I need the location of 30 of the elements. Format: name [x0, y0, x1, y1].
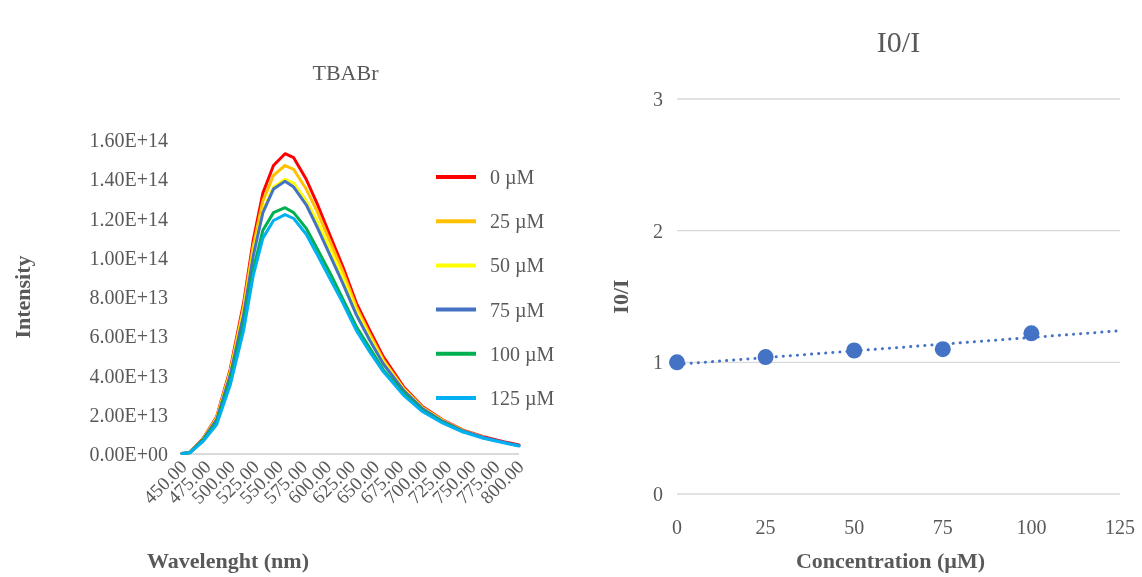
y-axis-title: Intensity — [10, 255, 35, 339]
y-tick-label: 1.20E+14 — [89, 207, 168, 230]
y-tick-label: 8.00E+13 — [89, 286, 168, 308]
y-tick-label: 0.00E+00 — [89, 443, 168, 465]
x-axis-title: Concentration (µM) — [795, 548, 986, 573]
x-tick-label: 0 — [672, 516, 682, 538]
x-tick-label: 125 — [1105, 516, 1135, 538]
legend-label: 0 µM — [490, 166, 535, 189]
y-tick-label: 2 — [653, 219, 663, 242]
legend-label: 50 µM — [490, 254, 545, 278]
x-tick-label: 25 — [755, 516, 776, 538]
y-tick-label: 6.00E+13 — [89, 325, 168, 348]
x-axis-title: Wavelenght (nm) — [147, 548, 309, 573]
y-tick-label: 1.00E+14 — [89, 246, 168, 269]
y-tick-label: 1.60E+14 — [89, 129, 168, 151]
y-axis-title: I0/I — [608, 279, 633, 314]
y-tick-label: 2.00E+13 — [89, 403, 168, 426]
chart-title: I0/I — [876, 25, 921, 58]
y-tick-label: 4.00E+13 — [89, 364, 168, 387]
legend-label: 125 µM — [490, 387, 555, 410]
x-tick-label: 75 — [932, 516, 953, 538]
legend-label: 75 µM — [490, 298, 545, 322]
chart-title: TBABr — [312, 60, 380, 85]
legend-label: 100 µM — [490, 342, 555, 366]
legend-label: 25 µM — [490, 210, 545, 234]
x-tick-label: 100 — [1016, 516, 1047, 538]
y-tick-label: 3 — [653, 88, 663, 110]
y-tick-label: 1 — [653, 351, 663, 374]
y-tick-label: 1.40E+14 — [89, 168, 168, 191]
x-tick-label: 50 — [844, 516, 865, 538]
